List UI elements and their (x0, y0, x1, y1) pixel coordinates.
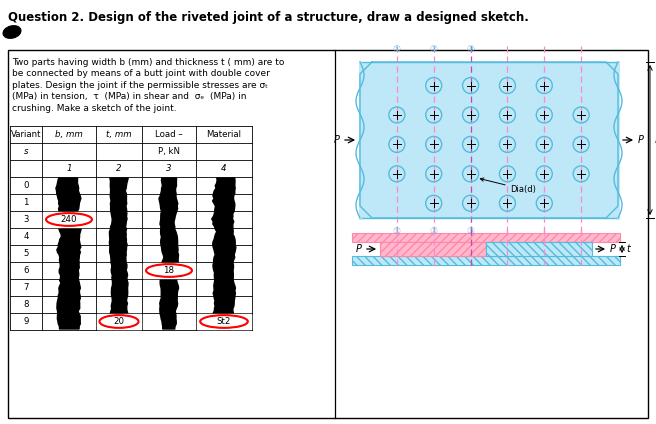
Text: P: P (610, 244, 616, 254)
Text: 240: 240 (61, 215, 77, 224)
Text: ②: ② (430, 45, 438, 53)
Text: 3: 3 (166, 164, 172, 173)
Polygon shape (56, 178, 81, 329)
Text: P: P (356, 244, 362, 254)
Text: 9: 9 (24, 317, 29, 326)
Bar (43, 212, 95, 227)
Text: t: t (626, 244, 630, 254)
Text: be connected by means of a butt joint with double cover: be connected by means of a butt joint wi… (12, 70, 270, 78)
Text: plates. Design the joint if the permissible stresses are σₜ: plates. Design the joint if the permissi… (12, 81, 268, 90)
Bar (197, 314, 251, 329)
Text: P, kN: P, kN (158, 147, 180, 156)
Polygon shape (159, 178, 178, 329)
Text: Dia(d): Dia(d) (480, 178, 537, 194)
Text: 4: 4 (23, 232, 29, 241)
Text: (MPa) in tension,  τ  (MPa) in shear and  σₑ  (MPa) in: (MPa) in tension, τ (MPa) in shear and σ… (12, 92, 247, 101)
Bar (8, 50, 648, 418)
Text: P: P (334, 135, 340, 145)
Text: Variant: Variant (10, 130, 41, 139)
Text: 2: 2 (116, 164, 122, 173)
Text: b, mm: b, mm (55, 130, 83, 139)
Bar (352, 256, 620, 265)
Text: ③: ③ (466, 45, 475, 53)
Bar (143, 263, 195, 278)
Polygon shape (212, 178, 236, 329)
Text: 1: 1 (66, 164, 72, 173)
Text: crushing. Make a sketch of the joint.: crushing. Make a sketch of the joint. (12, 104, 176, 113)
Text: ①: ① (393, 226, 401, 235)
Text: 8: 8 (23, 300, 29, 309)
Text: St2: St2 (217, 317, 231, 326)
Text: ②: ② (430, 226, 438, 235)
Text: b: b (655, 135, 656, 145)
Text: 5: 5 (23, 249, 29, 258)
Polygon shape (110, 178, 128, 329)
Bar (352, 233, 620, 242)
Text: ①: ① (393, 45, 401, 53)
Text: t, mm: t, mm (106, 130, 132, 139)
Text: Load –: Load – (155, 130, 183, 139)
Text: 4: 4 (221, 164, 227, 173)
Text: ③: ③ (466, 226, 475, 235)
Bar (360, 62, 618, 218)
Bar (380, 242, 486, 256)
Text: P: P (638, 135, 644, 145)
Text: Material: Material (207, 130, 241, 139)
Bar (486, 242, 592, 256)
Text: 0: 0 (23, 181, 29, 190)
Text: 3: 3 (23, 215, 29, 224)
Text: 1: 1 (23, 198, 29, 207)
Text: s: s (24, 147, 28, 156)
Text: 18: 18 (163, 266, 174, 275)
Text: 7: 7 (23, 283, 29, 292)
Text: Question 2. Design of the riveted joint of a structure, draw a designed sketch.: Question 2. Design of the riveted joint … (8, 11, 529, 24)
Bar (97, 314, 141, 329)
Ellipse shape (3, 26, 21, 38)
Text: 20: 20 (113, 317, 125, 326)
Text: Two parts having width b (mm) and thickness t ( mm) are to: Two parts having width b (mm) and thickn… (12, 58, 284, 67)
Text: 6: 6 (23, 266, 29, 275)
